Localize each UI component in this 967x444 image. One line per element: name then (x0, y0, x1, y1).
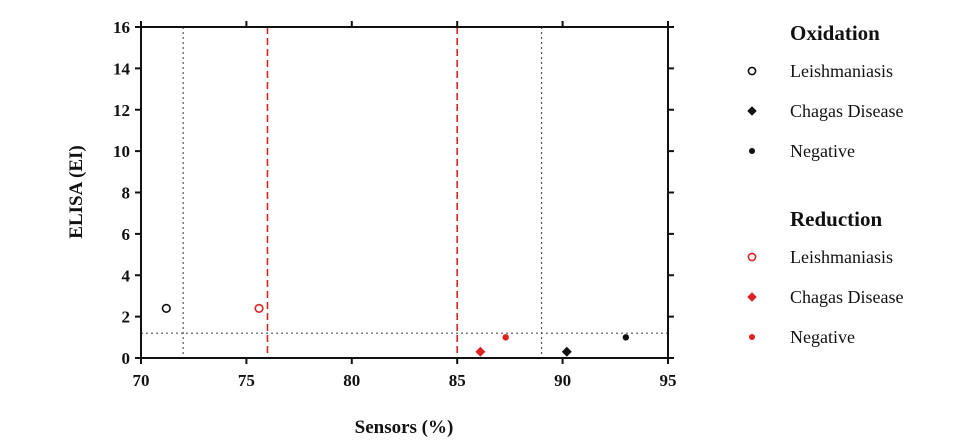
y-tick-label: 12 (113, 101, 130, 120)
legend-marker-oxidation-leishmaniasis (747, 66, 757, 76)
legend-label-reduction-leishmaniasis: Leishmaniasis (790, 247, 893, 267)
legend-marker-reduction-chagas-disease (747, 292, 757, 302)
y-axis-title: ELISA (EI) (66, 145, 87, 238)
data-point-oxidation-chagas-disease (561, 346, 572, 357)
legend-label-oxidation-leishmaniasis: Leishmaniasis (790, 61, 893, 81)
x-tick-label: 70 (133, 371, 150, 390)
y-tick-label: 4 (122, 266, 131, 285)
y-tick-label: 0 (122, 349, 131, 368)
x-tick-label: 80 (343, 371, 360, 390)
legend-title-reduction: Reduction (790, 207, 882, 231)
legend-label-reduction-chagas-disease: Chagas Disease (790, 287, 903, 307)
legend-marker-reduction-negative (748, 333, 756, 341)
legend-label-oxidation-chagas-disease: Chagas Disease (790, 101, 903, 121)
y-tick-label: 8 (122, 184, 131, 203)
x-axis-title: Sensors (%) (355, 417, 454, 438)
x-tick-label: 85 (449, 371, 466, 390)
x-tick-label: 95 (660, 371, 677, 390)
legend-label-oxidation-negative: Negative (790, 141, 855, 161)
data-point-reduction-leishmaniasis (254, 303, 264, 313)
y-tick-label: 14 (113, 59, 131, 78)
data-point-oxidation-leishmaniasis (161, 303, 171, 313)
y-tick-label: 10 (113, 142, 130, 161)
legend-marker-oxidation-negative (748, 147, 756, 155)
data-point-reduction-chagas-disease (475, 346, 486, 357)
legend-title-oxidation: Oxidation (790, 21, 880, 45)
plot-frame (140, 26, 669, 359)
y-tick-label: 16 (113, 18, 130, 37)
data-point-oxidation-negative (622, 334, 630, 341)
plot-area: 70 75 80 85 90 95 0 2 4 6 8 10 12 14 16 (113, 18, 677, 390)
legend-label-reduction-negative: Negative (790, 327, 855, 347)
x-tick-label: 90 (554, 371, 571, 390)
x-tick-label: 75 (238, 371, 255, 390)
legend-marker-reduction-leishmaniasis (747, 252, 757, 262)
data-point-reduction-negative (502, 334, 509, 341)
legend-marker-oxidation-chagas-disease (747, 106, 757, 116)
legend: Oxidation Leishmaniasis Chagas Disease Nega… (747, 21, 903, 347)
y-tick-label: 2 (122, 308, 131, 327)
y-tick-label: 6 (122, 225, 131, 244)
